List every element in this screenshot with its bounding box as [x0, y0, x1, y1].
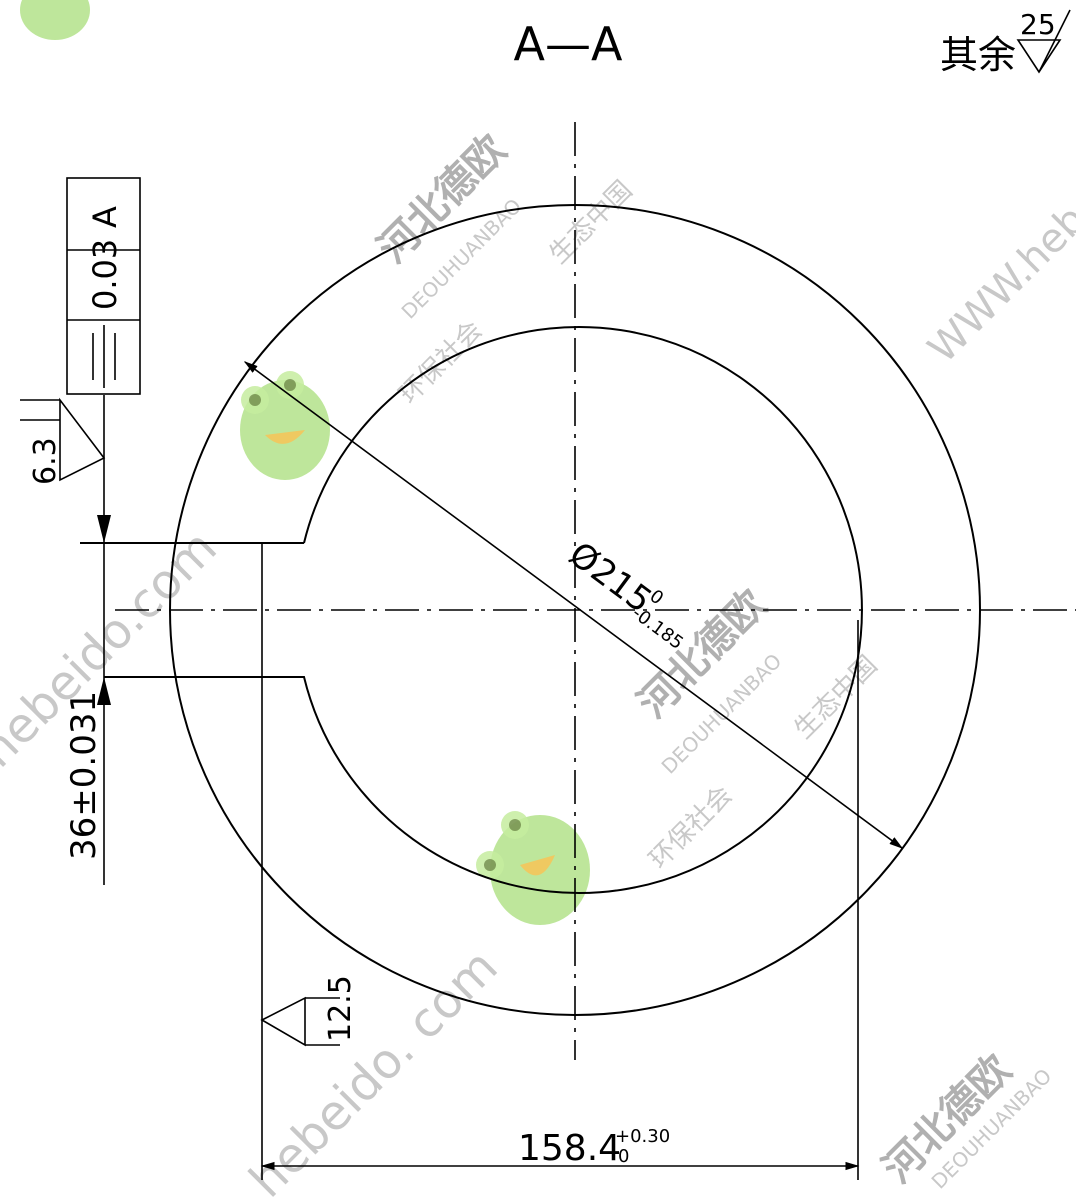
keyway-arrow-top [97, 515, 111, 543]
roughness-symbol-icon [1016, 9, 1071, 74]
roughness-symbol-icon [260, 996, 340, 1047]
watermark-slogan-b-2: 生态中国 [789, 650, 884, 745]
tolerance-datum: A [86, 206, 124, 228]
general-finish-prefix: 其余 [940, 33, 1016, 77]
tolerance-frame: A 0.03 [66, 177, 141, 395]
keyway-width-dimension: 36±0.031 [64, 691, 104, 860]
watermark-slogan-a-2: 环保社会 [644, 780, 739, 875]
roughness-keyway-value: 6.3 [28, 437, 63, 485]
width-nominal: 158.4 [518, 1128, 621, 1169]
roughness-bottom: 12.5 [260, 975, 358, 1047]
width-lower: 0 [618, 1146, 629, 1167]
tolerance-value: 0.03 [86, 239, 124, 310]
symmetry-icon [92, 325, 116, 388]
general-finish-value: 25 [1020, 8, 1056, 41]
frog-mascot-icon [20, 0, 90, 40]
watermark-website-1: WWW.hebeido.com [920, 67, 1076, 372]
roughness-keyway: 6.3 [20, 397, 106, 485]
general-surface-finish: 其余 25 [940, 8, 1071, 77]
frog-mascot-icon [476, 811, 590, 925]
watermark-website-3: hebeido. com [239, 939, 509, 1197]
watermark-company-1: 河北德欧 [370, 126, 516, 272]
width-upper: +0.30 [615, 1126, 670, 1147]
frog-mascot-icon [240, 371, 330, 480]
watermark-slogan-b-1: 生态中国 [544, 175, 639, 270]
section-title: A—A [514, 17, 623, 71]
diameter-dimension-line [243, 361, 904, 849]
watermark-website-2: hebeido.com [0, 520, 228, 779]
outer-circle [169, 204, 981, 1016]
roughness-symbol-icon [20, 397, 106, 482]
roughness-bottom-value: 12.5 [323, 975, 358, 1042]
tolerance-frame-box [66, 177, 141, 395]
diameter-dimension-text: Ø 215 0 -0.185 [561, 534, 687, 654]
keyway-arrow-bottom [97, 677, 111, 705]
